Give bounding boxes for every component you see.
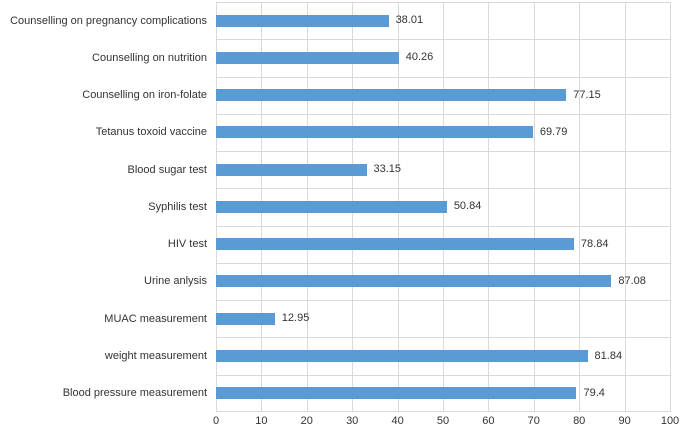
bar-value-label: 81.84	[594, 349, 623, 362]
horizontal-gridline	[216, 225, 670, 227]
x-tick-label: 50	[436, 415, 450, 427]
bar-value-label: 40.26	[405, 51, 434, 64]
x-tick-label: 100	[660, 415, 680, 427]
horizontal-gridline	[216, 374, 670, 376]
horizontal-gridline	[216, 39, 670, 41]
bar-row: 87.08	[216, 263, 670, 300]
bar-value-label: 33.15	[373, 163, 402, 176]
bar-row: 12.95	[216, 300, 670, 337]
x-tick-label: 60	[482, 415, 495, 427]
bar	[216, 126, 533, 139]
category-label: weight measurement	[104, 349, 207, 362]
horizontal-gridline	[216, 337, 670, 339]
bar-value-label: 38.01	[395, 14, 424, 27]
category-label: MUAC measurement	[104, 312, 207, 325]
plot-area: 38.01 40.26 77.15 69.79 33.15 50.84 78.84 87.08…	[216, 2, 671, 412]
bar	[216, 14, 389, 27]
vertical-gridline	[488, 2, 490, 412]
value-axis: 0 10 20 30 40 50 60 70 80 90 100	[212, 415, 679, 432]
vertical-gridline	[533, 2, 535, 412]
horizontal-gridline	[216, 411, 670, 412]
bar	[216, 51, 399, 64]
x-tick-label: 70	[527, 415, 540, 427]
bar	[216, 312, 275, 325]
bar-row: 78.84	[216, 226, 670, 263]
horizontal-gridline	[216, 2, 670, 3]
vertical-gridline	[670, 2, 671, 412]
x-tick-label: 90	[618, 415, 631, 427]
x-tick-label: 40	[391, 415, 404, 427]
horizontal-gridline	[216, 113, 670, 115]
bar-row: 69.79	[216, 114, 670, 151]
horizontal-gridline	[216, 76, 670, 78]
bar-value-label: 78.84	[580, 237, 609, 250]
bar-value-label: 77.15	[573, 88, 601, 101]
category-label: HIV test	[167, 238, 207, 251]
bar	[216, 200, 447, 213]
bar-value-label: 12.95	[281, 312, 310, 325]
bar	[216, 275, 612, 288]
category-label: Counselling on pregnancy complications	[10, 14, 207, 27]
category-axis-labels: Counselling on pregnancy complications Co…	[0, 2, 207, 412]
bar-row: 38.01	[216, 2, 670, 39]
horizontal-gridline	[216, 300, 670, 302]
bar-value-label: 69.79	[539, 125, 568, 138]
category-label: Tetanus toxoid vaccine	[95, 126, 207, 139]
bar-value-label: 50.84	[453, 200, 482, 213]
category-label: Blood sugar test	[127, 163, 208, 176]
horizontal-gridline	[216, 262, 670, 264]
x-tick-label: 20	[300, 415, 313, 427]
bar-row: 33.15	[216, 151, 670, 188]
category-label: Blood pressure measurement	[62, 387, 207, 400]
bar	[216, 238, 574, 251]
bar	[216, 387, 577, 400]
bar	[216, 350, 588, 363]
bar-value-label: 79.4	[583, 386, 605, 399]
category-label: Urine anlysis	[144, 275, 207, 288]
bar-row: 81.84	[216, 337, 670, 374]
bar	[216, 89, 567, 102]
bar-row: 79.4	[216, 375, 670, 412]
bar-row: 40.26	[216, 39, 670, 76]
vertical-gridline	[579, 2, 581, 412]
horizontal-gridline	[216, 151, 670, 153]
x-tick-label: 30	[346, 415, 359, 427]
bar-rows: 38.01 40.26 77.15 69.79 33.15 50.84 78.84 87.08…	[216, 2, 670, 412]
x-tick-label: 80	[573, 415, 586, 427]
bar-row: 50.84	[216, 188, 670, 225]
vertical-gridline	[624, 2, 626, 412]
x-tick-label: 0	[212, 415, 220, 427]
x-tick-label: 10	[255, 415, 268, 427]
bar-value-label: 87.08	[618, 274, 646, 287]
horizontal-gridline	[216, 188, 670, 190]
category-label: Counselling on iron-folate	[82, 89, 207, 102]
category-label: Counselling on nutrition	[92, 51, 207, 64]
category-label: Syphilis test	[148, 200, 207, 213]
bar	[216, 163, 367, 176]
bar-row: 77.15	[216, 77, 670, 114]
